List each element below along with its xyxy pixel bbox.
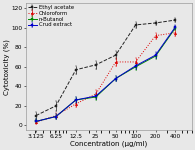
Legend: Ethyl acetate, Chloroform, n-Butanol, Crud extract: Ethyl acetate, Chloroform, n-Butanol, Cr… — [27, 4, 74, 28]
Y-axis label: Cytotoxicity (%): Cytotoxicity (%) — [4, 39, 10, 95]
X-axis label: Concentration (μg/ml): Concentration (μg/ml) — [70, 140, 147, 147]
